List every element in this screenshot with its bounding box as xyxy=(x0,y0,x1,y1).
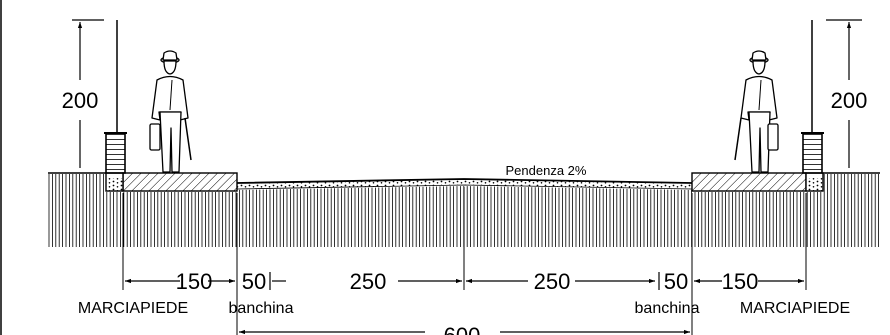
height-dimension-right xyxy=(826,19,862,168)
shoulder-right-label: banchina xyxy=(635,300,700,317)
sidewalk-right-width: 150 xyxy=(722,269,759,294)
shoulder-left-label: banchina xyxy=(229,300,294,317)
slope-label: Pendenza 2% xyxy=(506,163,587,178)
extension-lines xyxy=(122,187,807,335)
height-left-value: 200 xyxy=(62,88,99,113)
right-sidewalk xyxy=(691,172,824,192)
lane-right-width: 250 xyxy=(534,269,571,294)
shoulder-left-width: 50 xyxy=(242,269,266,294)
shoulder-right-width: 50 xyxy=(664,269,688,294)
sidewalk-left-label: MARCIAPIEDE xyxy=(78,300,188,317)
left-sidewalk xyxy=(105,172,238,192)
sidewalk-left-width: 150 xyxy=(176,269,213,294)
carriageway-total-width: 600 xyxy=(444,323,481,335)
right-post xyxy=(801,20,824,174)
sidewalk-right-label: MARCIAPIEDE xyxy=(740,300,850,317)
left-post xyxy=(104,20,127,174)
carriageway xyxy=(236,178,693,190)
lane-left-width: 250 xyxy=(350,269,387,294)
height-dimension-left xyxy=(72,19,104,168)
height-right-value: 200 xyxy=(831,88,868,113)
width-dimension-chain xyxy=(125,272,804,290)
pedestrian-right-icon xyxy=(734,50,779,173)
pedestrian-left-icon xyxy=(149,50,192,173)
